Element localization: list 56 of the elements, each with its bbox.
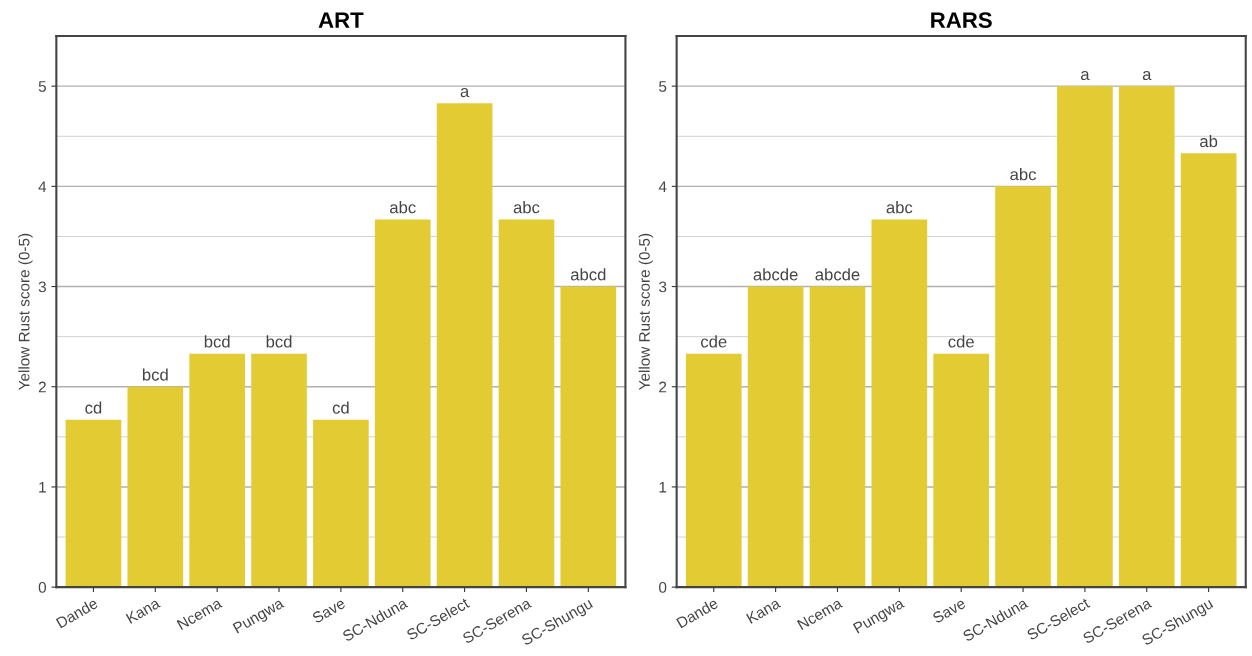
chart-title: ART	[318, 12, 364, 28]
bar	[189, 353, 246, 588]
data-label: abcd	[570, 268, 606, 281]
chart-title: RARS	[931, 12, 992, 28]
data-label: bcd	[266, 335, 292, 348]
data-label: bcd	[142, 368, 168, 381]
bar	[498, 219, 555, 588]
data-label: a	[1142, 70, 1152, 81]
data-label: abcde	[753, 268, 798, 281]
bar	[374, 219, 431, 588]
y-tick-label: 5	[659, 81, 667, 92]
y-tick-label: 0	[38, 581, 47, 593]
y-tick-label: 3	[659, 281, 667, 293]
x-tick-label: Save	[311, 597, 346, 624]
y-tick-label: 1	[659, 481, 667, 493]
bar	[251, 353, 307, 588]
y-tick-label: 0	[659, 581, 667, 593]
bar	[871, 219, 928, 588]
bar	[313, 419, 369, 588]
data-label: abc	[1010, 168, 1037, 181]
x-tick-label: Save	[931, 597, 967, 624]
data-label: ab	[1200, 134, 1218, 148]
x-tick-label: Kana	[125, 597, 161, 624]
bar	[933, 353, 990, 588]
data-label: abc	[390, 201, 416, 214]
y-axis-title: Yellow Rust score (0-5)	[18, 233, 33, 390]
y-tick-label: 3	[38, 281, 46, 293]
bar	[1118, 86, 1175, 588]
bar	[65, 419, 122, 588]
data-label: cde	[948, 335, 974, 348]
y-tick-label: 2	[659, 381, 667, 393]
y-tick-label: 2	[38, 381, 46, 393]
x-tick-label: Kana	[746, 597, 782, 624]
data-label: a	[1080, 70, 1090, 81]
data-label: bcd	[204, 335, 230, 348]
data-label: cd	[332, 401, 349, 414]
data-label: a	[460, 88, 470, 98]
y-tick-label: 1	[39, 481, 46, 493]
y-tick-label: 4	[658, 181, 667, 192]
data-label: abcde	[815, 268, 860, 281]
y-tick-label: 4	[38, 181, 47, 192]
bar	[436, 103, 493, 588]
data-label: abc	[513, 201, 540, 214]
bar	[809, 286, 866, 588]
bar	[747, 286, 804, 588]
bar	[1057, 86, 1113, 588]
bar	[995, 186, 1051, 588]
bar	[1180, 153, 1237, 588]
data-label: cde	[701, 335, 727, 348]
y-tick-label: 5	[38, 81, 46, 92]
bar	[685, 353, 742, 588]
bar	[560, 286, 617, 588]
bar	[127, 386, 184, 588]
data-label: cd	[85, 401, 102, 414]
data-label: abc	[886, 201, 913, 214]
y-axis-title: Yellow Rust score (0-5)	[638, 233, 653, 390]
